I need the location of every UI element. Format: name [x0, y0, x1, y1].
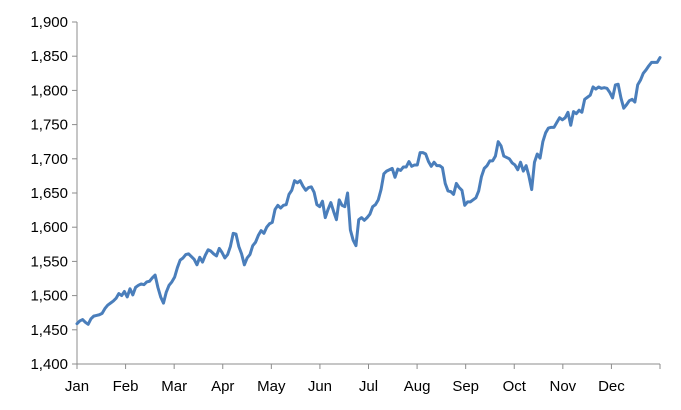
x-tick-label: May [257, 378, 286, 395]
x-tick-label: Feb [113, 378, 139, 395]
x-tick-label: Jul [359, 378, 378, 395]
y-tick-label: 1,750 [30, 117, 68, 134]
x-tick-label: Dec [598, 378, 625, 395]
y-tick-label: 1,550 [30, 253, 68, 270]
series-line [75, 56, 662, 326]
y-tick-label: 1,500 [30, 288, 68, 305]
y-tick-label: 1,850 [30, 48, 68, 65]
x-tick-label: Sep [452, 378, 479, 395]
series-area [75, 56, 662, 326]
x-tick-label: Apr [211, 378, 234, 395]
y-tick-label: 1,900 [30, 14, 68, 31]
y-axis: 1,400 1,450 1,500 1,550 1,600 1,650 1,700 1,750… [30, 14, 78, 373]
y-tick-label: 1,600 [30, 219, 68, 236]
x-tick-label: Nov [549, 378, 576, 395]
y-tick-label: 1,700 [30, 151, 68, 168]
y-tick-label: 1,400 [30, 356, 68, 373]
x-tick-label: Mar [161, 378, 187, 395]
x-tick-label: Jan [65, 378, 89, 395]
y-tick-label: 1,450 [30, 322, 68, 339]
x-tick-label: Jun [308, 378, 332, 395]
y-tick-label: 1,800 [30, 82, 68, 99]
x-axis: Jan Feb Mar Apr May Jun Jul Aug Sep Oct Nov Dec [65, 363, 661, 395]
y-tick-label: 1,650 [30, 185, 68, 202]
x-tick-label: Aug [404, 378, 431, 395]
x-tick-label: Oct [503, 378, 527, 395]
